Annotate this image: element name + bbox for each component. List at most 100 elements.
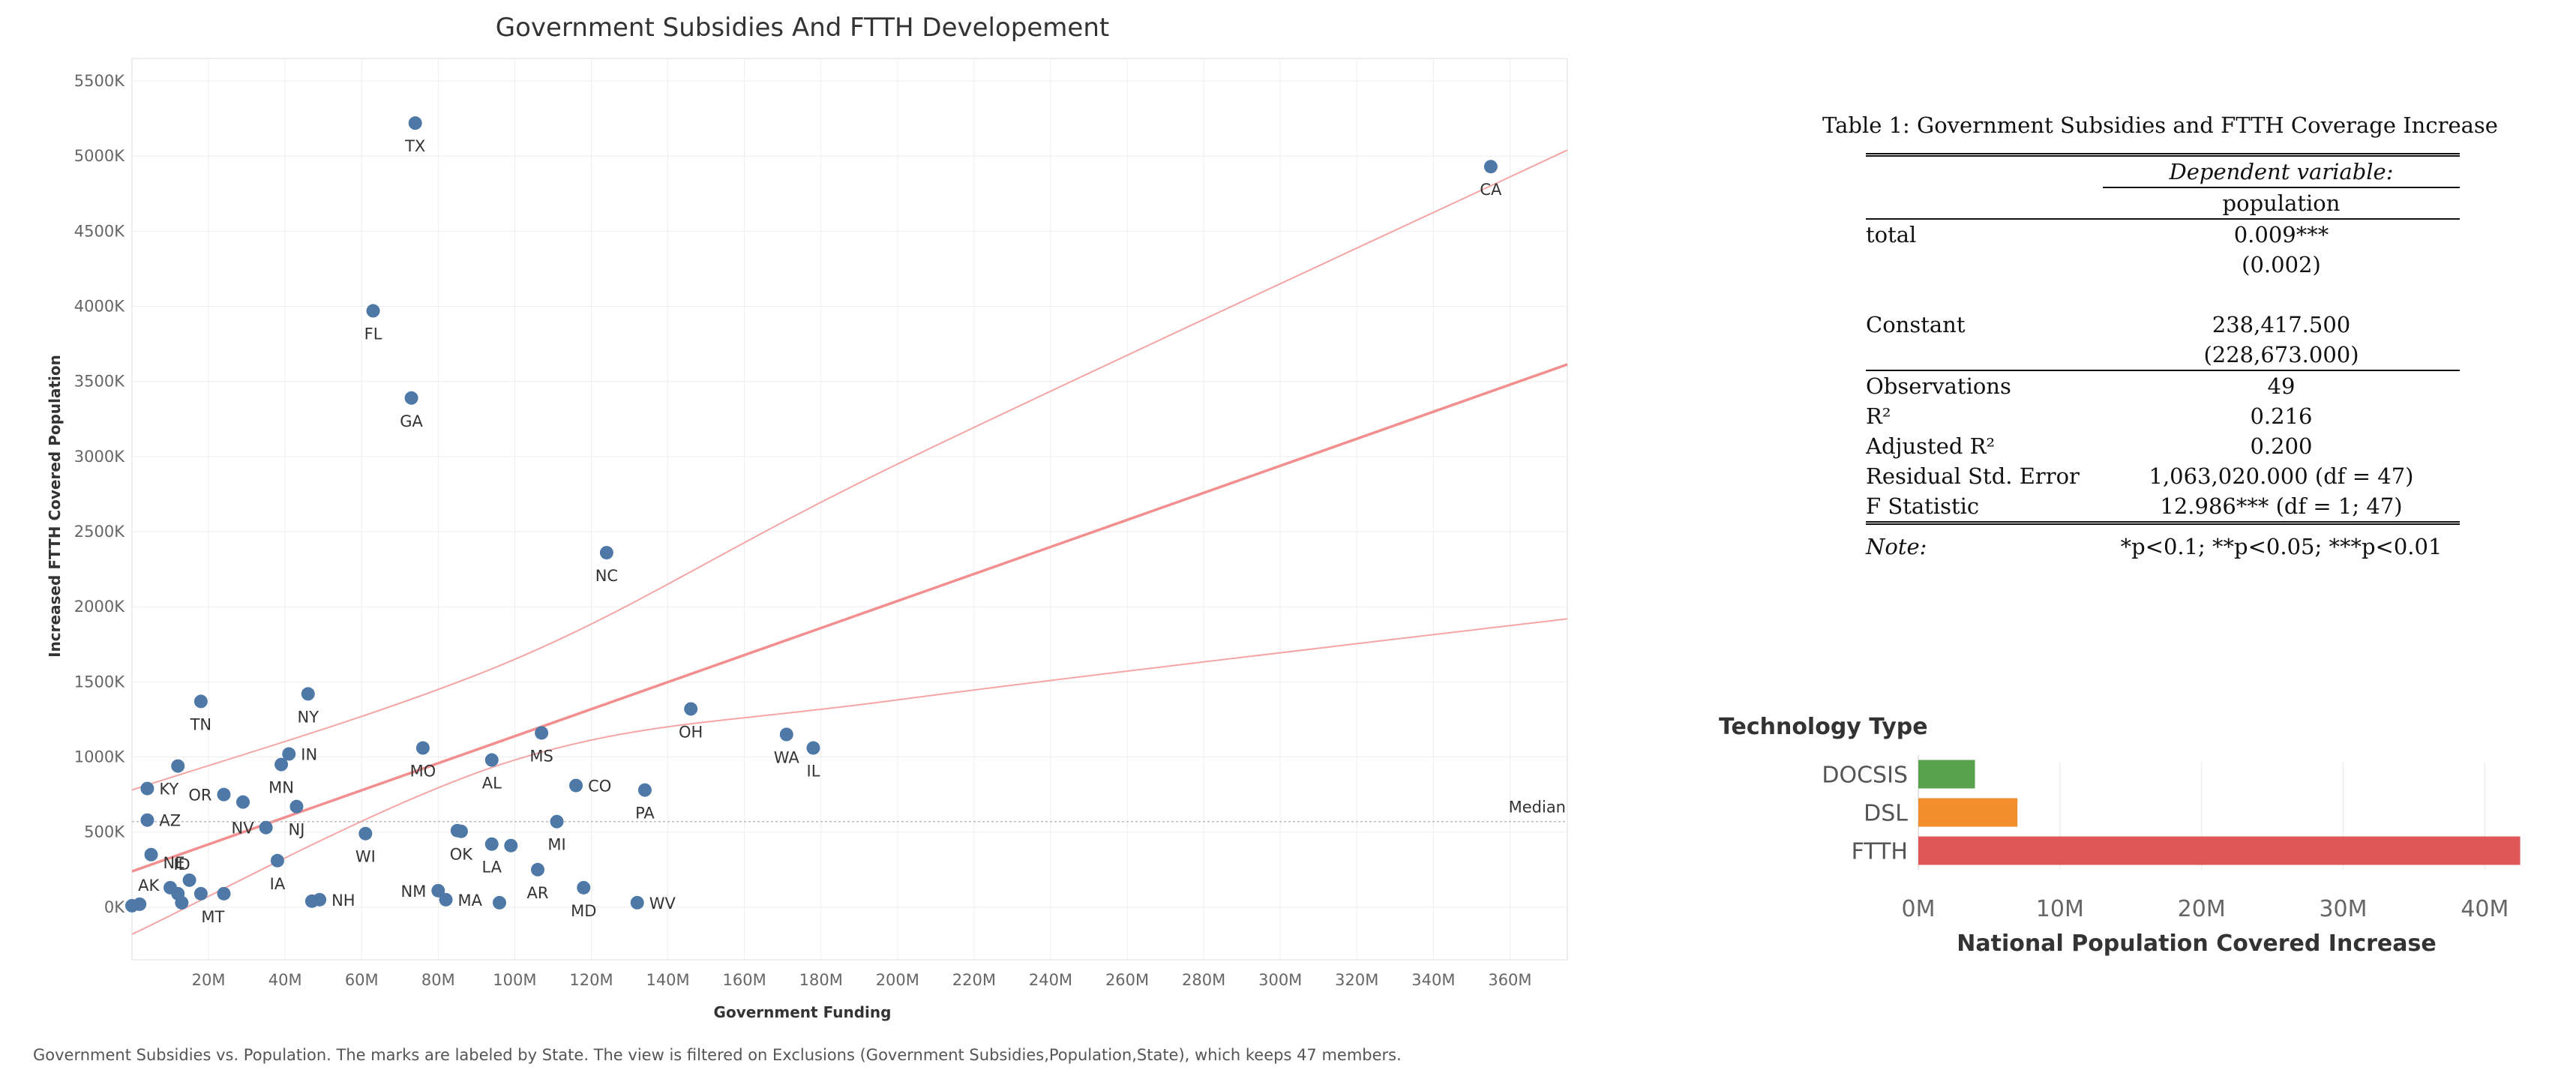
data-point xyxy=(236,795,250,809)
y-tick-label: 1000K xyxy=(74,748,125,766)
row-value: 49 xyxy=(2103,370,2460,401)
trend-line xyxy=(131,363,1568,873)
x-axis-title: Government Funding xyxy=(714,1003,892,1021)
data-point xyxy=(175,895,189,910)
point-label: OH xyxy=(679,723,703,741)
point-label: NM xyxy=(400,883,426,901)
point-label: MN xyxy=(268,779,294,797)
point-label: ID xyxy=(173,856,190,874)
chart-caption: Government Subsidies vs. Population. The… xyxy=(33,1046,1402,1064)
point-label: NC xyxy=(595,567,618,585)
row-label: Residual Std. Error xyxy=(1866,463,2080,489)
x-tick-label: 220M xyxy=(952,971,996,989)
point-label: MI xyxy=(547,836,565,854)
point-label: OR xyxy=(188,787,211,805)
row-label xyxy=(1866,187,2103,219)
data-point xyxy=(217,886,231,901)
median-label: Median xyxy=(1509,799,1566,817)
point-label: AK xyxy=(138,877,160,895)
x-tick-label: 320M xyxy=(1335,971,1378,989)
x-tick-label: 140M xyxy=(646,971,689,989)
y-tick-label: 2500K xyxy=(74,523,125,541)
y-tick-label: 0K xyxy=(104,898,125,916)
data-point xyxy=(484,753,499,767)
bar-tick-label: 10M xyxy=(2036,896,2084,922)
bar-x-ticks: 0M 10M 20M 30M 40M xyxy=(1902,896,2509,922)
data-point xyxy=(504,838,518,853)
data-point xyxy=(779,727,793,742)
data-point xyxy=(630,895,644,910)
bar-chart-title: Technology Type xyxy=(1719,714,1928,740)
point-label: AL xyxy=(482,775,502,793)
row-label: Constant xyxy=(1866,312,1966,337)
data-point xyxy=(140,813,154,827)
point-label: NJ xyxy=(289,821,305,839)
row-value: 0.009*** xyxy=(2103,218,2460,250)
data-point xyxy=(270,853,284,868)
point-label: AR xyxy=(527,884,549,902)
x-tick-label: 240M xyxy=(1029,971,1072,989)
data-point xyxy=(274,757,289,772)
row-value: 0.200 xyxy=(2250,433,2313,459)
scatter-chart: Government Subsidies And FTTH Developeme… xyxy=(33,13,1568,1064)
table-row: Note: *p<0.1; **p<0.05; ***p<0.01 xyxy=(1866,523,2460,562)
row-label xyxy=(1866,280,2103,310)
point-label: MO xyxy=(410,763,436,781)
x-tick-label: 160M xyxy=(723,971,766,989)
point-label: MD xyxy=(571,902,596,920)
data-point xyxy=(144,847,158,862)
y-tick-label: 1500K xyxy=(74,673,125,691)
table-row: Dependent variable: xyxy=(1866,153,2460,188)
row-label xyxy=(1866,250,2103,280)
x-tick-label: 360M xyxy=(1488,971,1531,989)
point-label: IN xyxy=(301,746,317,764)
data-point xyxy=(535,726,549,740)
data-point xyxy=(415,741,430,755)
row-value: 12.986*** (df = 1; 47) xyxy=(2103,491,2460,525)
row-label: Adjusted R² xyxy=(1866,433,1996,459)
row-value: 1,063,020.000 (df = 47) xyxy=(2149,463,2414,489)
confidence-band xyxy=(131,149,1568,935)
bar-dsl xyxy=(1918,798,2018,827)
bar-category-label: DOCSIS xyxy=(1822,763,1908,789)
x-axis-ticks: 20M 40M 60M 80M 100M 120M 140M 160M 180M 200M 220M… xyxy=(192,971,1532,989)
point-label: NV xyxy=(232,820,255,838)
x-tick-label: 40M xyxy=(268,971,302,989)
data-point xyxy=(182,873,196,887)
x-tick-label: 80M xyxy=(421,971,455,989)
x-tick-label: 260M xyxy=(1105,971,1149,989)
technology-bar-chart: Technology Type DOCSIS DSL FTTH 0M 10M 20M 30… xyxy=(1719,714,2521,957)
trend-line-path xyxy=(131,363,1568,873)
data-point xyxy=(304,894,319,908)
data-point xyxy=(366,304,380,318)
data-point xyxy=(193,694,208,709)
table-row: Constant 238,417.500 xyxy=(1866,310,2460,340)
bar-ftth xyxy=(1918,836,2521,865)
table-row: R² 0.216 xyxy=(1866,401,2460,431)
data-point xyxy=(404,391,418,405)
table-row: total 0.009*** xyxy=(1866,218,2460,250)
bars xyxy=(1918,760,2521,865)
table-row: F Statistic 12.986*** (df = 1; 47) xyxy=(1866,491,2460,525)
bar-tick-label: 20M xyxy=(2178,896,2226,922)
data-point xyxy=(577,880,591,895)
row-label: Note: xyxy=(1866,534,1927,559)
point-label: NY xyxy=(298,708,319,726)
row-value: 0.216 xyxy=(2250,403,2313,429)
y-axis-ticks: 0K 500K 1000K 1500K 2000K 2500K 3000K 3500K 4000… xyxy=(74,72,125,916)
row-label: R² xyxy=(1866,403,1891,429)
point-label: CO xyxy=(588,778,611,796)
y-tick-label: 2000K xyxy=(74,598,125,616)
table-row: (0.002) xyxy=(1866,250,2460,280)
x-tick-label: 20M xyxy=(192,971,226,989)
point-label: MT xyxy=(201,908,224,926)
regression-table: Table 1: Government Subsidies and FTTH C… xyxy=(1822,112,2498,562)
bar-tick-label: 30M xyxy=(2319,896,2367,922)
data-point xyxy=(684,702,698,716)
data-point xyxy=(408,116,422,130)
point-label: TN xyxy=(190,715,212,733)
row-value: *p<0.1; **p<0.05; ***p<0.01 xyxy=(2120,534,2443,559)
x-tick-label: 100M xyxy=(493,971,536,989)
scatter-title: Government Subsidies And FTTH Developeme… xyxy=(496,13,1109,43)
y-tick-label: 4000K xyxy=(74,298,125,316)
